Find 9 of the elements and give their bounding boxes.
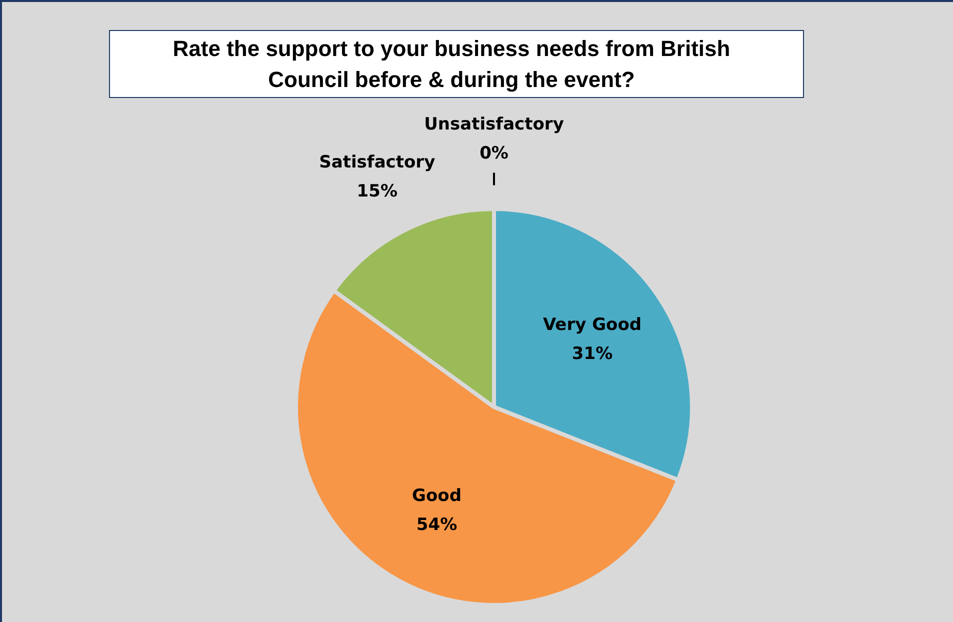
data-label: 15% — [356, 182, 398, 202]
data-label: 54% — [416, 515, 458, 536]
slice-label: Satisfactory — [319, 152, 436, 173]
slice-label: Good — [412, 486, 462, 506]
data-label: 31% — [572, 344, 613, 364]
category-label: Unsatisfactory — [424, 114, 564, 135]
slice-label: Very Good — [542, 315, 642, 336]
text: 0% — [480, 144, 508, 164]
chart-title: Rate the support to your business needs from British Council before & during the event? — [109, 30, 804, 98]
